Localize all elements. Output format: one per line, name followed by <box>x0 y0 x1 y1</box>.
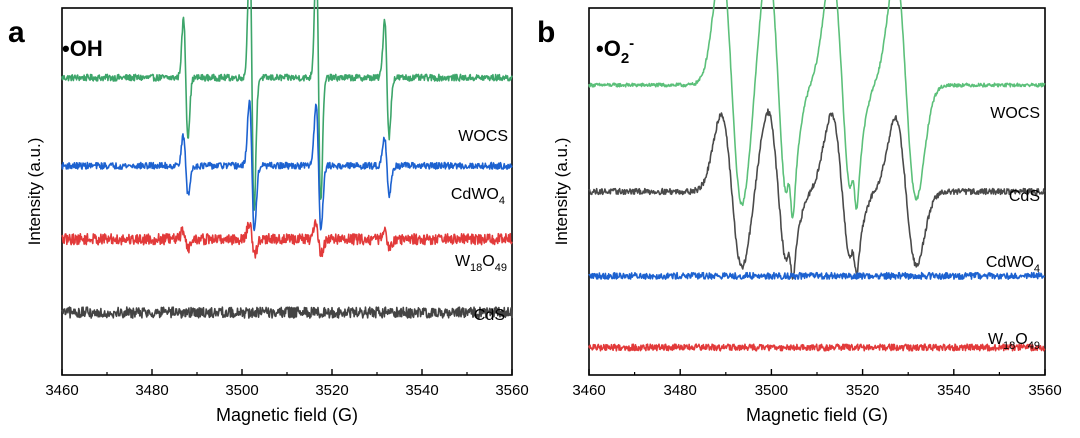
x-tick-label: 3520 <box>846 382 879 399</box>
x-tick-label: 3500 <box>225 382 258 399</box>
series-label-cds: CdS <box>474 307 505 324</box>
series-line-wocs <box>588 0 1046 219</box>
series-line-w18o49 <box>588 343 1046 352</box>
x-tick-label: 3460 <box>572 382 605 399</box>
series-label-w18o49: W18O49 <box>455 253 507 274</box>
x-tick-label: 3480 <box>664 382 697 399</box>
series-line-cds <box>588 108 1046 280</box>
x-tick-label: 3520 <box>315 382 348 399</box>
x-tick-label: 3540 <box>937 382 970 399</box>
panel-letter: b <box>537 16 555 49</box>
y-axis-label: Intensity (a.u.) <box>25 138 44 246</box>
plot-frame <box>61 7 513 376</box>
series-label-cdwo4: CdWO4 <box>986 254 1040 275</box>
radical-label: •OH <box>62 36 103 61</box>
radical-label: •O2- <box>596 35 634 67</box>
series-label-cdwo4: CdWO4 <box>451 186 505 207</box>
x-tick-label: 3540 <box>405 382 438 399</box>
series-label-w18o49: W18O49 <box>988 331 1040 352</box>
series-label-cds: CdS <box>1009 188 1040 205</box>
series-line-wocs <box>61 0 513 211</box>
series-line-cdwo4 <box>61 99 513 232</box>
x-tick-label: 3560 <box>495 382 528 399</box>
x-tick-label: 3460 <box>45 382 78 399</box>
x-axis-label: Magnetic field (G) <box>746 405 888 425</box>
series-line-cds <box>61 306 513 319</box>
x-tick-label: 3480 <box>135 382 168 399</box>
series-line-w18o49 <box>61 219 513 259</box>
panel-b: b •O2- 3460 3480 3500 3520 3540 3560 Magnetic fi… <box>537 0 1062 425</box>
series-label-wocs: WOCS <box>990 105 1040 122</box>
y-axis-label: Intensity (a.u.) <box>552 138 571 246</box>
panel-letter: a <box>8 16 25 49</box>
series-line-cdwo4 <box>588 271 1046 281</box>
x-axis-label: Magnetic field (G) <box>216 405 358 425</box>
panel-a: a •OH 3460 3480 3500 3520 3540 3560 Magnetic fie… <box>8 0 529 425</box>
x-tick-label: 3500 <box>755 382 788 399</box>
series-label-wocs: WOCS <box>458 128 508 145</box>
x-tick-label: 3560 <box>1028 382 1061 399</box>
